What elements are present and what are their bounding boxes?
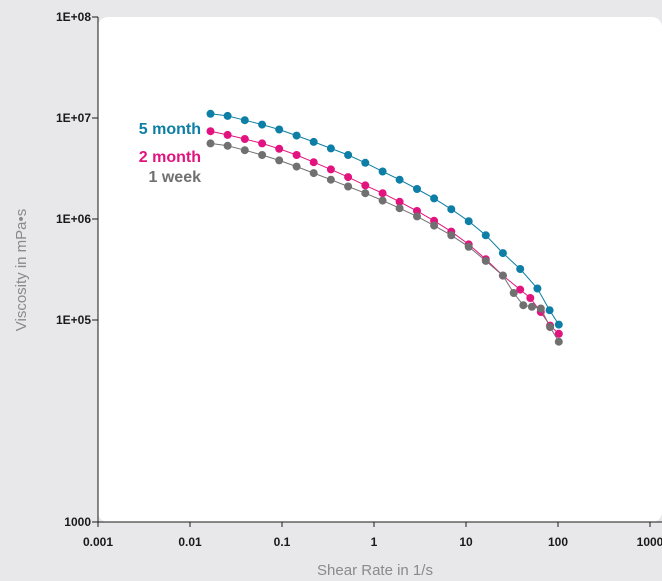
data-point xyxy=(361,181,370,190)
y-tick-label: 1E+08 xyxy=(56,10,91,24)
x-axis-ticks: 0.001 0.01 0.1 1 10 100 1000 xyxy=(83,522,662,549)
data-point xyxy=(378,167,387,176)
x-tick-label: 10 xyxy=(459,535,473,549)
data-point xyxy=(275,144,284,153)
data-point xyxy=(240,146,249,155)
data-point xyxy=(206,127,215,136)
data-point xyxy=(554,320,563,329)
y-axis-title: Viscosity in mPa•s xyxy=(13,209,30,332)
data-point xyxy=(481,231,490,240)
series-5-month xyxy=(206,109,563,329)
series-label-1-week: 1 week xyxy=(149,169,202,186)
data-point xyxy=(223,130,232,139)
series-label-5-month: 5 month xyxy=(139,121,201,138)
data-point xyxy=(240,116,249,125)
data-point xyxy=(223,141,232,150)
data-point xyxy=(361,189,370,198)
data-point xyxy=(516,285,525,294)
data-point xyxy=(516,265,525,273)
x-tick-label: 100 xyxy=(548,535,568,549)
data-point xyxy=(536,304,545,313)
y-tick-label: 1E+06 xyxy=(56,212,91,226)
data-point xyxy=(309,158,318,167)
data-point xyxy=(292,131,301,140)
data-point xyxy=(258,120,267,129)
series-2-month xyxy=(206,127,563,338)
data-point xyxy=(498,249,507,258)
data-point xyxy=(395,197,404,206)
data-point xyxy=(464,217,473,226)
data-point xyxy=(240,135,249,143)
data-point xyxy=(309,169,318,178)
y-tick-label: 1E+05 xyxy=(56,313,91,327)
data-point xyxy=(309,137,318,146)
data-point xyxy=(344,182,353,191)
x-tick-label: 0.1 xyxy=(274,535,291,549)
series-labels: 5 month 2 month 1 week xyxy=(139,121,201,186)
data-point xyxy=(292,162,301,171)
data-point xyxy=(395,175,404,184)
data-point xyxy=(275,156,284,165)
data-point xyxy=(326,144,335,153)
y-tick-label: 1E+07 xyxy=(56,111,91,125)
x-tick-label: 0.01 xyxy=(178,535,202,549)
data-point xyxy=(546,323,555,332)
data-point xyxy=(481,256,490,265)
series-line-5-month xyxy=(210,113,560,325)
y-axis-ticks: 1000 1E+05 1E+06 1E+07 1E+08 xyxy=(56,10,98,529)
y-tick-label: 1000 xyxy=(64,515,91,529)
data-point xyxy=(413,212,421,221)
x-tick-label: 0.001 xyxy=(83,535,113,549)
data-point xyxy=(275,125,284,134)
data-point xyxy=(509,289,518,297)
data-point xyxy=(326,175,335,184)
x-tick-label: 1 xyxy=(371,535,378,549)
series-label-2-month: 2 month xyxy=(139,149,201,166)
data-point xyxy=(545,306,554,315)
data-point xyxy=(430,194,439,203)
data-point xyxy=(292,151,301,159)
data-point xyxy=(533,284,542,293)
data-point xyxy=(413,185,421,193)
data-point xyxy=(258,151,267,159)
series-layer xyxy=(206,109,563,346)
x-tick-label: 1000 xyxy=(637,535,662,549)
data-point xyxy=(344,173,353,182)
data-point xyxy=(447,231,456,240)
data-point xyxy=(344,151,353,159)
x-axis-title: Shear Rate in 1/s xyxy=(317,562,433,579)
series-1-week xyxy=(206,139,563,346)
data-point xyxy=(498,271,507,280)
plot-background xyxy=(98,17,662,522)
data-point xyxy=(206,139,215,148)
data-point xyxy=(519,301,528,310)
data-point xyxy=(526,294,535,302)
data-point xyxy=(554,329,563,338)
data-point xyxy=(464,242,473,251)
data-point xyxy=(258,139,267,148)
data-point xyxy=(378,196,387,205)
data-point xyxy=(223,111,232,120)
data-point xyxy=(395,204,404,213)
data-point xyxy=(378,189,387,198)
data-point xyxy=(527,302,536,311)
data-point xyxy=(361,158,370,167)
data-point xyxy=(554,337,563,346)
data-point xyxy=(206,109,215,118)
data-point xyxy=(326,165,335,174)
data-point xyxy=(430,221,439,230)
data-point xyxy=(447,205,456,214)
